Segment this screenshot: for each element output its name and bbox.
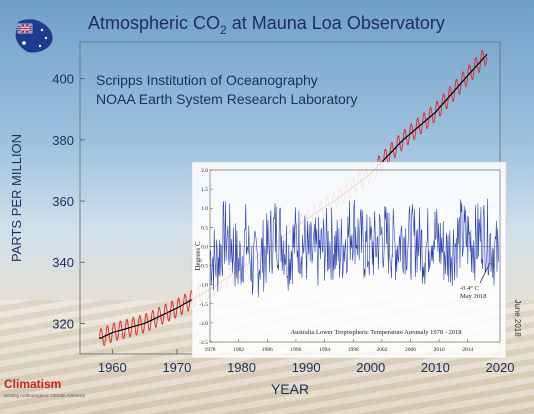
inset-x-tick-label: 1986	[262, 347, 273, 353]
x-tick-label: 2020	[486, 360, 515, 375]
source-line-1: Scripps Institution of Oceanography	[96, 72, 318, 88]
inset-y-tick-label: -1.0	[199, 283, 208, 289]
brand-tagline: Busting Anthropogenic Climate Alarmism	[4, 393, 86, 398]
inset-y-axis-label: Degrees C	[194, 241, 202, 271]
x-tick-label: 1990	[292, 360, 321, 375]
inset-x-tick-label: 1994	[319, 347, 330, 353]
x-tick-label: 2010	[421, 360, 450, 375]
inset-title: Australia Lower Tropospheric Temperature…	[290, 329, 461, 336]
anomaly-series	[209, 198, 500, 298]
inset-y-tick-label: 2.0	[201, 168, 208, 174]
inset-y-tick-label: 1.5	[201, 187, 208, 193]
x-tick-label: 1960	[98, 360, 127, 375]
annotation-value: -0.4° C	[460, 285, 479, 292]
x-tick-label: 2000	[356, 360, 385, 375]
inset-x-tick-label: 2010	[434, 347, 445, 353]
y-axis-label: PARTS PER MILLION	[9, 134, 24, 262]
inset-plot-frame	[209, 169, 501, 343]
inset-y-tick-label: 1.0	[201, 206, 208, 212]
y-tick-label: 380	[52, 133, 74, 148]
anomaly-line	[209, 198, 500, 298]
source-line-2: NOAA Earth System Research Laboratory	[96, 91, 357, 107]
nsstc-logo-icon	[442, 288, 478, 324]
brand-name: Climatism	[4, 377, 61, 391]
title-suffix: at Mauna Loa Observatory	[227, 13, 445, 33]
inset-y-tick-label: -2.5	[199, 340, 208, 346]
australia-flag-icon	[15, 19, 53, 53]
inset-panel	[191, 161, 507, 359]
uah-logo-icon	[402, 288, 438, 324]
x-tick-label: 1970	[162, 360, 191, 375]
inset-x-tick-label: 2006	[405, 347, 416, 353]
inset-x-tick-label: 1998	[348, 347, 359, 353]
inset-y-tick-label: -2.0	[199, 321, 208, 327]
inset-y-tick-label: -1.5	[199, 302, 208, 308]
chart-title: Atmospheric CO2 at Mauna Loa Observatory	[88, 13, 445, 37]
x-tick-label: 1980	[227, 360, 256, 375]
y-tick-label: 320	[52, 316, 74, 331]
inset-x-tick-label: 2014	[462, 347, 473, 353]
annotation-date: May 2018	[460, 293, 487, 300]
y-tick-label: 340	[52, 255, 74, 270]
inset-chart: 1978 1982 1986 1990 1994 1998 2002 2006 2010 2014…	[191, 161, 507, 359]
annotation-arrow	[479, 262, 491, 284]
inset-x-tick-label: 1982	[233, 347, 244, 353]
title-prefix: Atmospheric CO	[88, 13, 220, 33]
x-axis-label: YEAR	[271, 381, 309, 397]
y-tick-label: 400	[52, 72, 74, 87]
inset-y-tick-label: 0.0	[201, 244, 208, 250]
inset-x-tick-label: 1990	[290, 347, 301, 353]
inset-x-tick-label: 2002	[376, 347, 387, 353]
inset-y-tick-label: 0.5	[201, 225, 208, 231]
title-subscript: 2	[220, 23, 227, 37]
inset-x-tick-label: 1978	[205, 347, 216, 353]
main-axis-ticks: 1960 1970 1980 1990 2000 2010 2020 320 340 360 380…	[52, 72, 514, 375]
y-tick-label: 360	[52, 194, 74, 209]
date-label: June 2018	[513, 299, 522, 337]
inset-y-tick-label: -0.5	[199, 264, 208, 270]
